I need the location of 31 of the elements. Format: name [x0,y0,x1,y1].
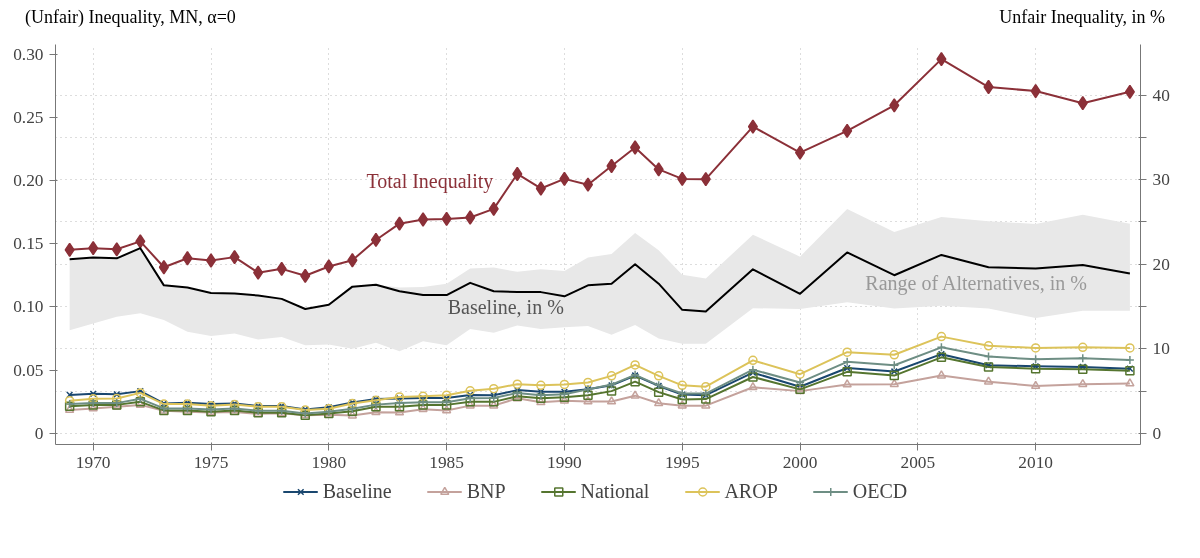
annotation: Baseline, in % [447,295,564,318]
y-axis-title: (Unfair) Inequality, MN, α=0 [25,6,236,29]
x-tick-label: 2005 [900,452,936,472]
legend-label: National [580,479,650,503]
y2-tick-label: 0 [1152,423,1162,443]
y-tick-label: 0.30 [13,45,44,65]
x-tick-label: 2010 [1018,452,1053,472]
y2-tick-label: 30 [1152,170,1170,190]
legend-label: BNP [466,479,506,503]
x-tick-label: 1985 [429,452,464,472]
x-tick-label: 2000 [782,452,818,472]
y2-axis-title: Unfair Inequality, in % [999,6,1165,29]
x-tick-label: 1980 [311,452,347,472]
legend-label: OECD [852,479,908,503]
y-tick-label: 0.10 [13,297,44,317]
legend-label: Baseline [322,479,392,503]
y-tick-label: 0.15 [13,234,44,254]
x-tick-label: 1995 [664,452,700,472]
legend-label: AROP [724,479,778,503]
annotation: Total Inequality [366,169,494,193]
y2-tick-label: 10 [1152,339,1170,359]
y2-tick-label: 40 [1152,85,1170,105]
y-tick-label: 0 [34,423,44,443]
y-tick-label: 0.05 [13,360,44,380]
x-tick-label: 1970 [75,452,111,472]
x-tick-label: 1975 [193,452,229,472]
y2-tick-label: 20 [1152,254,1170,274]
annotation: Range of Alternatives, in % [865,271,1087,295]
y-tick-label: 0.20 [13,171,44,191]
x-tick-label: 1990 [547,452,582,472]
y-tick-label: 0.25 [13,108,44,128]
